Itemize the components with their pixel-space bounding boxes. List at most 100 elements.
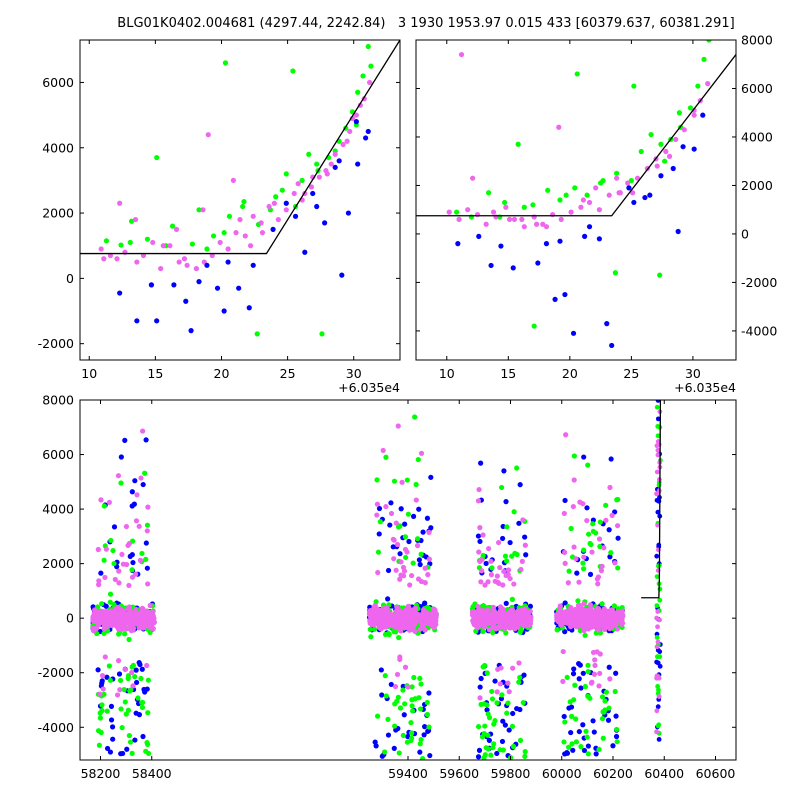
- data-point: [562, 560, 568, 566]
- data-point: [561, 713, 567, 720]
- data-point: [404, 477, 410, 483]
- data-point: [129, 489, 135, 495]
- x-tick-label: 60000: [542, 766, 582, 781]
- data-point: [145, 677, 151, 683]
- data-point: [486, 737, 492, 743]
- data-point: [400, 687, 406, 693]
- data-point: [428, 474, 434, 480]
- data-point: [402, 534, 409, 540]
- data-point: [613, 670, 619, 676]
- data-point: [92, 607, 98, 613]
- data-point: [554, 627, 560, 633]
- data-point: [92, 617, 98, 623]
- axes-frame: [79, 39, 401, 361]
- data-point: [601, 545, 607, 551]
- data-point: [291, 190, 297, 197]
- data-point: [393, 520, 399, 526]
- y-tick-label: 2000: [42, 556, 74, 571]
- data-point: [475, 603, 481, 610]
- data-point: [402, 622, 408, 628]
- data-point: [503, 630, 509, 636]
- data-point: [477, 684, 483, 690]
- data-point: [596, 683, 602, 689]
- data-point: [557, 238, 563, 244]
- data-point: [394, 698, 400, 704]
- data-point: [586, 199, 593, 206]
- data-point: [642, 194, 648, 201]
- data-point: [473, 623, 479, 629]
- data-point: [654, 163, 660, 169]
- data-point: [169, 223, 176, 229]
- data-point: [655, 522, 661, 528]
- data-point: [495, 579, 501, 585]
- data-point: [196, 279, 202, 285]
- data-point: [592, 657, 598, 663]
- data-point: [134, 259, 140, 265]
- data-point: [663, 148, 669, 155]
- y-tick-label: 4000: [741, 129, 773, 144]
- data-point: [122, 699, 128, 705]
- data-point: [189, 241, 195, 247]
- x-tick-label: 58200: [81, 766, 121, 781]
- data-point: [520, 517, 526, 523]
- data-point: [479, 603, 485, 609]
- data-point: [360, 73, 366, 79]
- data-point: [140, 428, 146, 434]
- data-point: [654, 491, 659, 497]
- data-point: [420, 529, 426, 535]
- data-point: [323, 168, 329, 174]
- data-point: [527, 620, 533, 626]
- data-point: [600, 178, 606, 184]
- data-point: [119, 725, 125, 731]
- data-point: [587, 540, 593, 547]
- data-point: [475, 498, 482, 504]
- data-point: [530, 202, 536, 208]
- axes-frame: [79, 399, 737, 761]
- data-point: [595, 581, 601, 587]
- data-point: [129, 567, 135, 573]
- data-point: [673, 136, 679, 142]
- data-point: [279, 187, 285, 193]
- data-point: [516, 660, 522, 666]
- data-point: [111, 560, 117, 567]
- data-point: [479, 734, 486, 740]
- data-point: [420, 756, 426, 760]
- data-point: [414, 536, 421, 542]
- data-point: [405, 733, 411, 740]
- data-point: [519, 558, 525, 564]
- data-point: [655, 624, 660, 630]
- data-point: [598, 568, 605, 574]
- data-point: [98, 497, 104, 503]
- data-point: [409, 703, 415, 709]
- y-tick-label: 8000: [741, 33, 773, 48]
- data-point: [615, 565, 621, 571]
- data-point: [424, 711, 431, 718]
- data-point: [240, 203, 246, 210]
- data-point: [517, 674, 523, 681]
- data-point: [130, 683, 136, 689]
- data-point: [158, 265, 164, 272]
- data-point: [601, 619, 607, 625]
- data-point: [139, 704, 146, 711]
- data-point: [117, 290, 123, 296]
- data-point: [501, 568, 507, 575]
- data-point: [126, 732, 132, 739]
- data-point: [344, 138, 350, 144]
- data-point: [383, 503, 389, 510]
- data-point: [701, 56, 707, 62]
- top-left-panel: 10 15 20 25 30 -2000 0 2000 4000 6000 +6.035e4: [38, 39, 401, 395]
- data-point: [396, 750, 402, 756]
- data-point: [431, 610, 437, 617]
- data-point: [599, 715, 606, 722]
- data-point: [421, 621, 427, 627]
- data-point: [570, 622, 576, 628]
- data-point: [494, 689, 500, 695]
- data-point: [125, 707, 131, 713]
- data-point: [560, 678, 566, 684]
- data-point: [578, 204, 584, 210]
- data-point: [494, 573, 500, 579]
- x-tick-label: 10: [81, 366, 97, 381]
- data-point: [607, 676, 613, 682]
- data-point: [496, 610, 502, 616]
- data-point: [127, 739, 134, 745]
